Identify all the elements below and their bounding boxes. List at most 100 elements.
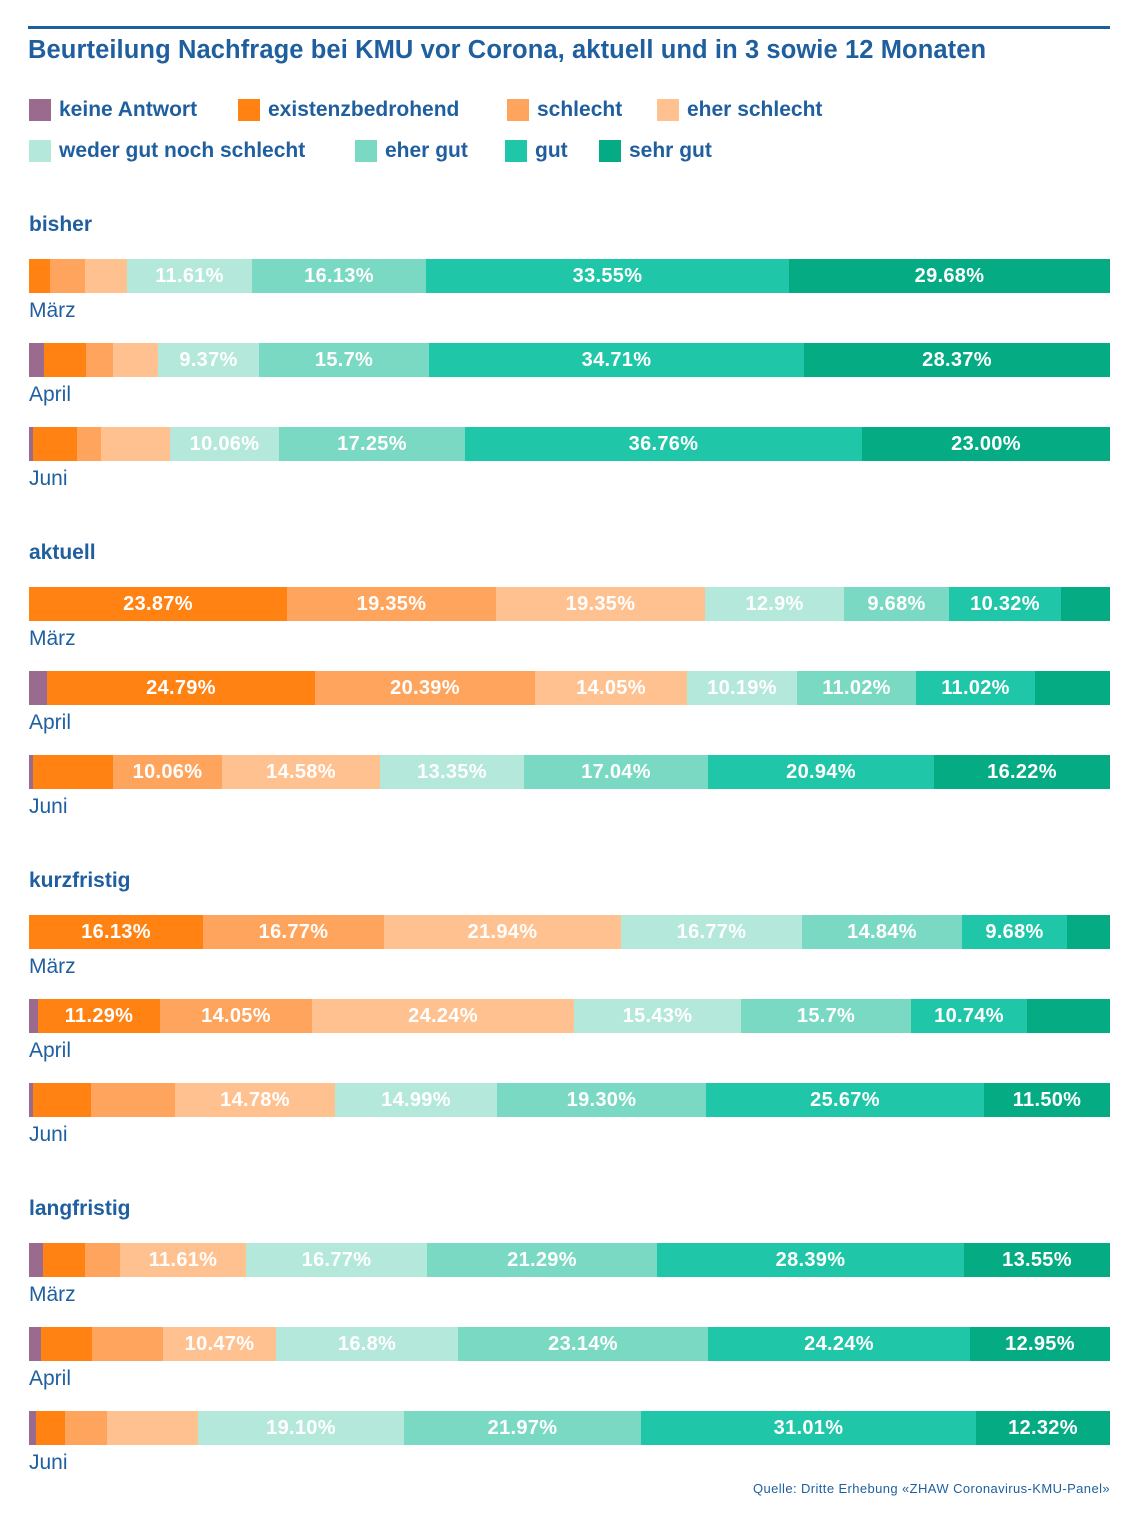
legend-item: sehr gut <box>599 139 712 163</box>
title-rule <box>28 26 1110 29</box>
legend-swatch <box>29 99 51 121</box>
bar-value-label: 11.02% <box>822 676 891 699</box>
row-label: April <box>29 1039 72 1062</box>
row-label: Juni <box>29 467 68 490</box>
bar-value-label: 19.35% <box>356 592 427 615</box>
bar-segment <box>43 1243 85 1277</box>
stacked-bar: 10.06% 17.25% 36.76% 23.00% <box>29 427 1110 461</box>
bar-segment: 13.55% <box>964 1243 1110 1277</box>
bar-segment: 9.68% <box>962 915 1067 949</box>
bar-segment: 24.24% <box>708 1327 970 1361</box>
bar-segment: 20.94% <box>708 755 934 789</box>
bar-segment <box>29 259 50 293</box>
stacked-bar: 14.78% 14.99% 19.30% 25.67% 11.50% <box>29 1083 1110 1117</box>
bar-value-label: 20.39% <box>390 676 460 699</box>
bar-value-label: 20.94% <box>786 760 856 783</box>
bar-segment <box>33 755 113 789</box>
bar-value-label: 11.61% <box>148 1248 218 1271</box>
bar-value-label: 10.06% <box>132 760 203 783</box>
legend-item: eher gut <box>355 139 468 163</box>
legend-swatch <box>599 140 621 162</box>
stacked-bar: 11.29% 14.05% 24.24% 15.43% 15.7% 10.74% <box>29 999 1110 1033</box>
bar-segment <box>101 427 170 461</box>
bar-segment <box>1061 587 1110 621</box>
bar-segment <box>107 1411 198 1445</box>
bar-segment: 19.10% <box>198 1411 404 1445</box>
bar-value-label: 29.68% <box>914 264 985 287</box>
bar-value-label: 9.68% <box>985 920 1044 943</box>
group-title: langfristig <box>29 1197 131 1220</box>
bar-value-label: 24.79% <box>146 676 216 699</box>
bar-value-label: 12.95% <box>1005 1332 1075 1355</box>
bar-segment: 16.13% <box>252 259 426 293</box>
bar-segment: 12.32% <box>976 1411 1110 1445</box>
bar-value-label: 10.47% <box>184 1332 255 1355</box>
bar-value-label: 10.32% <box>970 592 1040 615</box>
row-label: Juni <box>29 795 68 818</box>
source-note: Quelle: Dritte Erhebung «ZHAW Coronaviru… <box>752 1481 1110 1496</box>
bar-value-label: 16.77% <box>676 920 747 943</box>
bar-value-label: 28.37% <box>922 348 992 371</box>
bar-segment: 34.71% <box>429 343 804 377</box>
legend-item: gut <box>505 139 568 163</box>
bar-segment <box>50 259 85 293</box>
bar-value-label: 14.58% <box>266 760 336 783</box>
group-title: aktuell <box>29 541 96 564</box>
bar-value-label: 16.22% <box>987 760 1057 783</box>
bar-value-label: 24.24% <box>408 1004 478 1027</box>
stacked-bar: 23.87% 19.35% 19.35% 12.9% 9.68% 10.32% <box>29 587 1110 621</box>
bar-value-label: 31.01% <box>773 1416 844 1439</box>
bar-segment <box>29 1327 41 1361</box>
bar-segment: 36.76% <box>465 427 862 461</box>
bar-value-label: 33.55% <box>572 264 643 287</box>
bar-value-label: 10.74% <box>934 1004 1004 1027</box>
stacked-bar: 24.79% 20.39% 14.05% 10.19% 11.02% 11.02% <box>29 671 1110 705</box>
bar-segment <box>1035 671 1110 705</box>
bar-value-label: 28.39% <box>775 1248 846 1271</box>
bar-segment: 24.79% <box>47 671 315 705</box>
bar-value-label: 24.24% <box>804 1332 874 1355</box>
legend-label: weder gut noch schlecht <box>59 139 306 162</box>
bar-value-label: 36.76% <box>628 432 699 455</box>
bar-segment <box>91 1083 175 1117</box>
bar-segment: 10.32% <box>949 587 1061 621</box>
bar-segment <box>29 999 38 1033</box>
bar-segment: 11.50% <box>984 1083 1110 1117</box>
row-label: April <box>29 1367 72 1390</box>
bar-segment: 21.94% <box>384 915 621 949</box>
bar-segment <box>86 343 113 377</box>
bar-segment: 12.95% <box>970 1327 1110 1361</box>
bar-segment: 28.39% <box>657 1243 964 1277</box>
bar-value-label: 16.77% <box>258 920 329 943</box>
chart-title: Beurteilung Nachfrage bei KMU vor Corona… <box>28 36 987 64</box>
bar-segment: 10.06% <box>170 427 279 461</box>
bar-segment: 21.97% <box>404 1411 641 1445</box>
bar-value-label: 16.77% <box>301 1248 372 1271</box>
stacked-bar: 11.61% 16.13% 33.55% 29.68% <box>29 259 1110 293</box>
bar-segment: 21.29% <box>427 1243 657 1277</box>
bar-segment: 9.68% <box>844 587 949 621</box>
bar-segment: 19.30% <box>497 1083 706 1117</box>
bar-segment: 10.06% <box>113 755 222 789</box>
bar-value-label: 15.7% <box>314 348 374 371</box>
bar-value-label: 16.13% <box>81 920 151 943</box>
bar-value-label: 16.13% <box>304 264 374 287</box>
group-title: kurzfristig <box>29 869 131 892</box>
bar-segment: 25.67% <box>706 1083 984 1117</box>
bar-value-label: 11.61% <box>155 264 224 287</box>
bar-segment: 19.35% <box>287 587 496 621</box>
bar-segment: 9.37% <box>158 343 259 377</box>
bar-segment: 15.7% <box>741 999 911 1033</box>
row-label: Juni <box>29 1451 68 1474</box>
legend-swatch <box>29 140 51 162</box>
stacked-bar: 10.06% 14.58% 13.35% 17.04% 20.94% 16.22% <box>29 755 1110 789</box>
bar-segment: 24.24% <box>312 999 574 1033</box>
bar-value-label: 21.94% <box>467 920 538 943</box>
legend-swatch <box>238 99 260 121</box>
stacked-bar: 19.10% 21.97% 31.01% 12.32% <box>29 1411 1110 1445</box>
bar-value-label: 19.10% <box>266 1416 336 1439</box>
stacked-bar: 16.13% 16.77% 21.94% 16.77% 14.84% 9.68% <box>29 915 1110 949</box>
legend-swatch <box>657 99 679 121</box>
bar-segment: 11.29% <box>38 999 160 1033</box>
bar-value-label: 23.00% <box>951 432 1021 455</box>
